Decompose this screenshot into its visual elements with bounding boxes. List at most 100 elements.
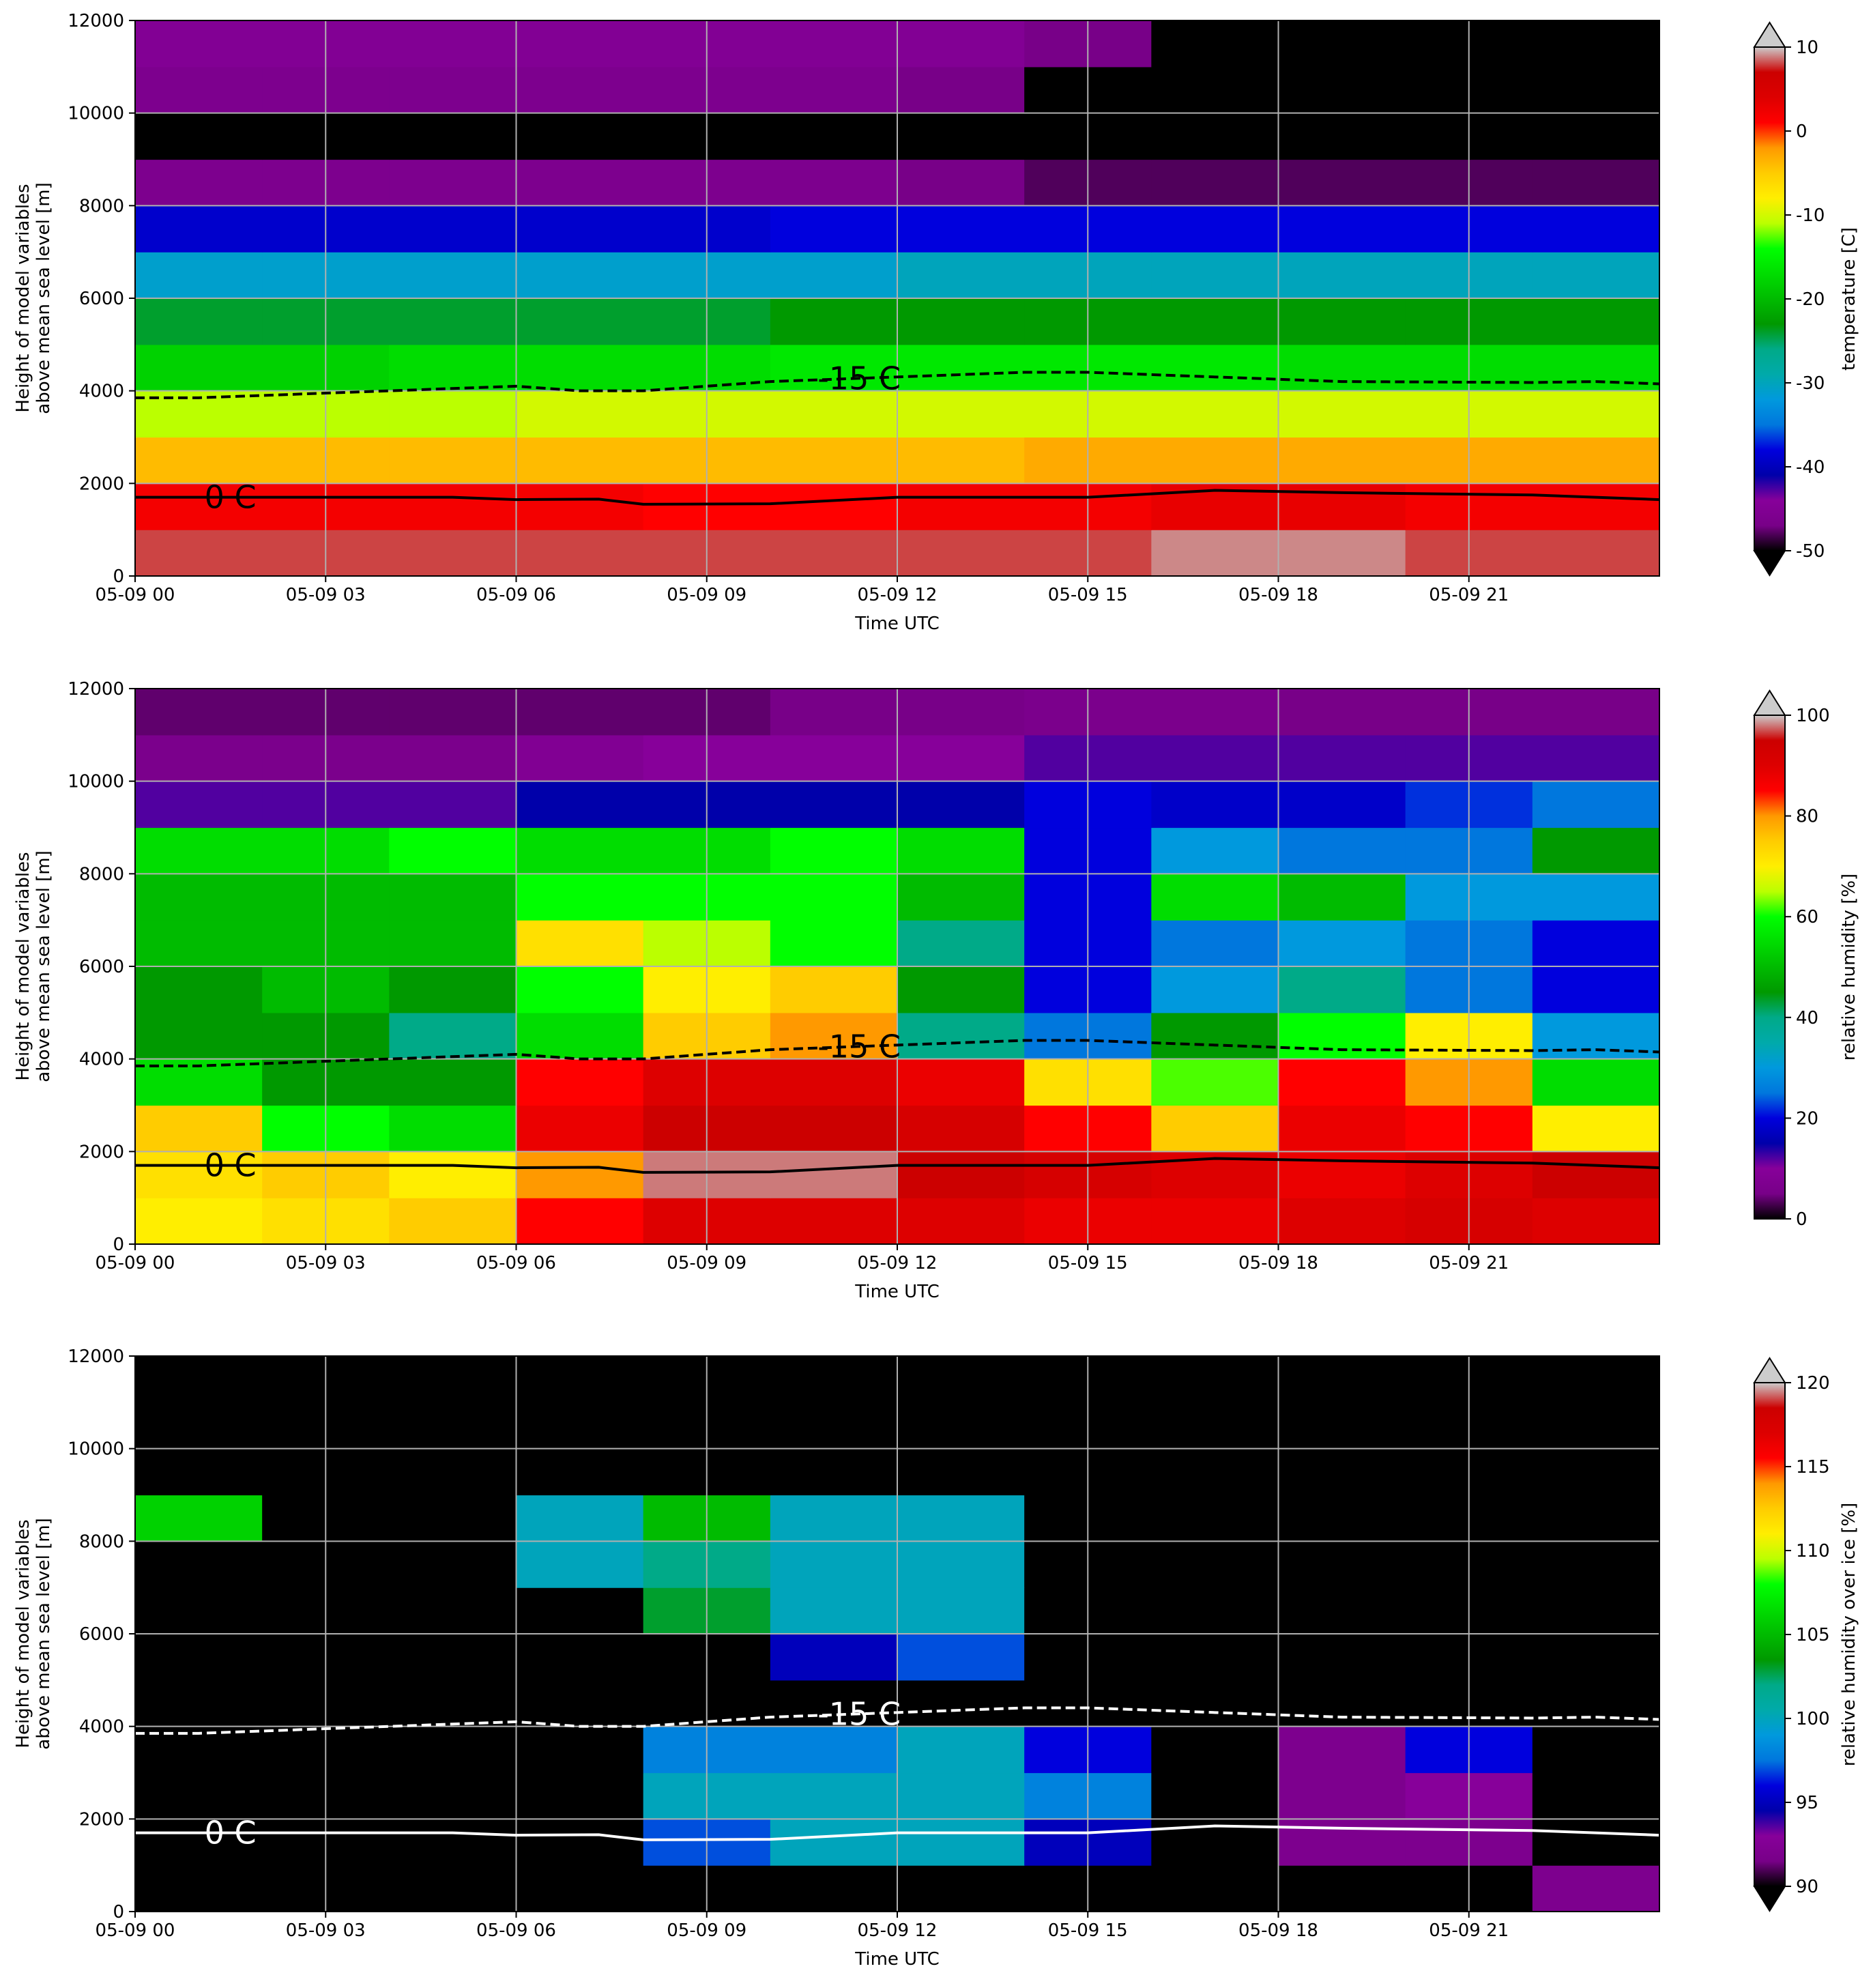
- heatmap-cell: [1278, 66, 1406, 114]
- heatmap-cell: [897, 205, 1025, 253]
- heatmap-cell: [135, 205, 263, 253]
- heatmap-cell: [135, 1448, 263, 1496]
- heatmap-cell: [389, 874, 517, 921]
- heatmap-cell: [1151, 1865, 1279, 1912]
- heatmap-cell: [1278, 1726, 1406, 1774]
- heatmap-cell: [516, 1680, 644, 1727]
- heatmap-cell: [1278, 966, 1406, 1013]
- x-tick-label: 05-09 09: [667, 1253, 746, 1273]
- heatmap-cell: [1278, 1448, 1406, 1496]
- heatmap-cell: [516, 1541, 644, 1588]
- heatmap-cell: [389, 159, 517, 206]
- heatmap-cell: [1151, 966, 1279, 1013]
- heatmap-cell: [135, 781, 263, 829]
- heatmap-cell: [1151, 390, 1279, 438]
- heatmap-cell: [1278, 483, 1406, 530]
- heatmap-cell: [770, 205, 898, 253]
- heatmap-cell: [516, 437, 644, 484]
- heatmap-cell: [770, 1819, 898, 1866]
- heatmap-cell: [770, 734, 898, 782]
- heatmap-cell: [1532, 920, 1660, 967]
- heatmap-cell: [1151, 159, 1279, 206]
- heatmap-cell: [135, 159, 263, 206]
- colorbar-tick-label: 20: [1796, 1108, 1818, 1129]
- colorbar-tick-label: 80: [1796, 807, 1818, 827]
- heatmap-cell: [516, 113, 644, 160]
- x-tick-label: 05-09 00: [96, 1253, 175, 1273]
- colorbar-tick-label: 40: [1796, 1008, 1818, 1028]
- heatmap-cell: [1151, 1772, 1279, 1819]
- heatmap-cell: [135, 344, 263, 392]
- heatmap-cell: [770, 966, 898, 1013]
- heatmap-cell: [135, 1495, 263, 1542]
- heatmap-cell: [135, 1356, 263, 1403]
- heatmap-cell: [135, 1541, 263, 1588]
- heatmap-cell: [135, 298, 263, 345]
- heatmap-cell: [897, 1865, 1025, 1912]
- y-tick-label: 6000: [79, 957, 124, 977]
- heatmap-cell: [1278, 1356, 1406, 1403]
- heatmap-cell: [516, 827, 644, 874]
- heatmap-cell: [1151, 437, 1279, 484]
- heatmap-cell: [389, 1151, 517, 1198]
- heatmap-cell: [897, 920, 1025, 967]
- heatmap-cell: [1278, 252, 1406, 299]
- heatmap-cell: [897, 1495, 1025, 1542]
- plot-frame: [134, 20, 1660, 577]
- heatmap-cell: [389, 1680, 517, 1727]
- heatmap-cell: [1278, 159, 1406, 206]
- y-tick-label: 6000: [79, 1624, 124, 1645]
- x-tick-label: 05-09 06: [476, 1920, 556, 1941]
- heatmap-cell: [1532, 1402, 1660, 1450]
- heatmap-cell: [770, 689, 898, 736]
- heatmap-cell: [1532, 1865, 1660, 1912]
- heatmap-cell: [1532, 298, 1660, 345]
- colorbar-tick-label: 10: [1796, 38, 1818, 58]
- x-tick-label: 05-09 21: [1429, 1253, 1509, 1273]
- heatmap-cell: [389, 20, 517, 68]
- heatmap-cell: [516, 920, 644, 967]
- x-axis-label: Time UTC: [854, 1949, 939, 1970]
- colorbar-tick-label: 100: [1796, 1709, 1830, 1729]
- heatmap-cell: [770, 827, 898, 874]
- heatmap-cell: [1151, 298, 1279, 345]
- heatmap-cell: [516, 344, 644, 392]
- colorbar-tick-label: 115: [1796, 1457, 1830, 1478]
- heatmap-cell: [1532, 734, 1660, 782]
- heatmap-cell: [1151, 1634, 1279, 1681]
- heatmap-cell: [389, 113, 517, 160]
- heatmap-cell: [516, 20, 644, 68]
- heatmap-cell: [897, 437, 1025, 484]
- heatmap-cell: [897, 390, 1025, 438]
- heatmap-cell: [1532, 827, 1660, 874]
- heatmap-cell: [516, 1587, 644, 1634]
- heatmap-cell: [389, 298, 517, 345]
- heatmap-cell: [897, 874, 1025, 921]
- heatmap-cell: [1278, 1587, 1406, 1634]
- colorbar-extend: [1753, 1357, 1786, 1383]
- heatmap-cell: [770, 1772, 898, 1819]
- heatmap-cell: [770, 1541, 898, 1588]
- colorbar-extend: [1753, 21, 1786, 48]
- heatmap-cell: [897, 344, 1025, 392]
- heatmap-cell: [389, 483, 517, 530]
- colorbar-tick-label: 90: [1796, 1877, 1818, 1897]
- heatmap-cell: [1151, 252, 1279, 299]
- heatmap-cell: [897, 1402, 1025, 1450]
- colorbar-tick-label: 105: [1796, 1625, 1830, 1645]
- heatmap-cell: [516, 1865, 644, 1912]
- heatmap-cell: [516, 205, 644, 253]
- y-tick-label: 10000: [68, 772, 124, 792]
- heatmap-cell: [516, 483, 644, 530]
- x-tick-label: 05-09 15: [1048, 585, 1128, 605]
- heatmap-cell: [135, 437, 263, 484]
- y-tick-label: 12000: [68, 679, 124, 700]
- heatmap-cell: [1532, 159, 1660, 206]
- x-tick-label: 05-09 00: [96, 585, 175, 605]
- colorbar-tick-label: -10: [1796, 205, 1825, 226]
- heatmap-cell: [897, 1448, 1025, 1496]
- heatmap-cell: [389, 1865, 517, 1912]
- heatmap-cell: [1278, 390, 1406, 438]
- heatmap-cell: [389, 781, 517, 829]
- heatmap-cell: [770, 390, 898, 438]
